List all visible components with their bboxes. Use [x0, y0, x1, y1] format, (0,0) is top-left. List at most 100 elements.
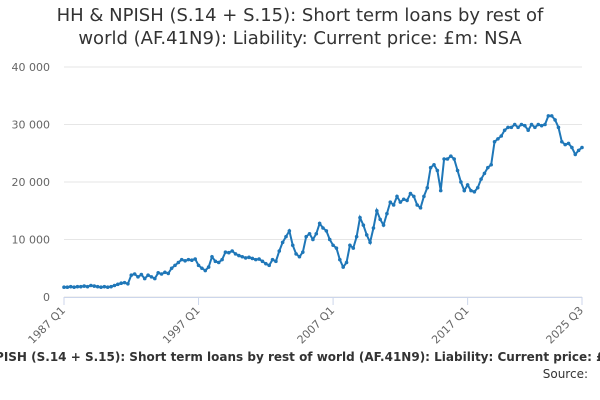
data-point	[496, 137, 500, 141]
data-point	[227, 250, 231, 255]
data-point	[381, 223, 386, 227]
data-point	[75, 284, 80, 289]
data-point	[358, 215, 362, 220]
data-point	[428, 165, 433, 170]
data-point	[274, 259, 278, 264]
data-point	[311, 237, 315, 242]
data-point	[95, 284, 100, 289]
data-point	[492, 139, 497, 144]
data-point	[432, 162, 436, 167]
data-point	[89, 283, 93, 288]
data-point	[240, 254, 245, 259]
y-tick-label: 10 000	[12, 234, 51, 247]
data-point	[462, 188, 467, 193]
data-point	[257, 257, 261, 261]
data-point	[304, 234, 308, 239]
x-tick-label: 1987 Q1	[26, 304, 69, 347]
data-point	[307, 231, 312, 236]
data-point	[105, 285, 110, 290]
data-point	[284, 234, 288, 239]
data-point	[341, 265, 345, 269]
data-point	[294, 252, 298, 256]
data-point	[401, 197, 406, 202]
x-tick-label: 2017 Q1	[429, 304, 472, 347]
x-tick-label: 1997 Q1	[160, 304, 203, 347]
data-point	[153, 276, 157, 281]
data-point	[116, 282, 120, 287]
data-point	[213, 259, 218, 264]
data-point	[129, 273, 134, 277]
data-point	[196, 263, 201, 268]
data-point	[563, 142, 567, 147]
data-point	[277, 249, 282, 253]
data-point	[539, 123, 544, 128]
data-point	[391, 203, 396, 207]
data-point	[368, 240, 372, 245]
data-point	[139, 272, 144, 277]
data-point	[327, 237, 332, 242]
data-point	[68, 284, 73, 289]
data-point	[79, 284, 83, 289]
data-point	[230, 249, 234, 253]
y-tick-label: 20 000	[12, 176, 51, 189]
data-point	[156, 271, 160, 275]
data-point	[290, 243, 295, 248]
data-point	[415, 203, 419, 207]
plot: 0 10 000 20 000 30 000 40 000 1987 Q1 1997 Q1 2…	[12, 61, 587, 347]
data-point	[331, 243, 335, 248]
data-point	[570, 145, 574, 150]
data-point	[173, 263, 177, 268]
data-point	[526, 128, 530, 133]
chart-title: HH & NPISH (S.14 + S.15): Short term loa…	[56, 5, 544, 49]
data-point	[354, 234, 359, 239]
data-point	[287, 229, 292, 233]
data-point	[193, 257, 197, 261]
footer-caption: HH & NPISH (S.14 + S.15): Short term loa…	[0, 350, 600, 364]
data-point	[102, 284, 107, 289]
data-point	[72, 285, 76, 290]
data-point	[499, 134, 504, 138]
data-point	[109, 284, 113, 289]
data-point	[250, 256, 255, 261]
data-point	[438, 188, 443, 193]
data-point	[560, 139, 564, 144]
data-point	[455, 168, 460, 173]
data-point	[216, 260, 221, 265]
data-point	[422, 194, 426, 199]
data-point	[338, 257, 342, 262]
data-point	[556, 125, 561, 130]
data-point	[364, 233, 369, 237]
data-point	[126, 281, 130, 286]
data-point	[297, 254, 302, 259]
data-point	[452, 157, 456, 161]
data-point	[408, 191, 413, 196]
data-point	[378, 217, 382, 222]
data-point	[321, 226, 325, 230]
data-point	[459, 180, 463, 184]
data-point	[385, 211, 389, 216]
data-point	[435, 168, 440, 173]
data-point	[344, 260, 349, 265]
data-point	[442, 157, 446, 161]
data-point	[149, 275, 154, 279]
data-point	[267, 263, 271, 268]
data-point	[388, 200, 393, 204]
y-tick-label: 0	[43, 291, 50, 304]
data-point	[82, 284, 86, 288]
data-point	[418, 206, 423, 210]
data-point	[169, 266, 174, 271]
data-point	[502, 128, 507, 133]
data-point	[546, 114, 551, 118]
data-point	[351, 246, 356, 250]
data-point	[536, 122, 541, 127]
data-point	[179, 257, 184, 262]
data-point	[317, 221, 322, 226]
data-point	[506, 125, 510, 130]
x-tick-label: 2007 Q1	[295, 304, 338, 347]
data-point	[237, 253, 241, 258]
x-tick-label: 2025 Q3	[544, 304, 587, 347]
data-point	[186, 257, 191, 262]
data-point	[122, 280, 127, 285]
data-point	[260, 259, 265, 264]
data-point	[190, 258, 194, 263]
